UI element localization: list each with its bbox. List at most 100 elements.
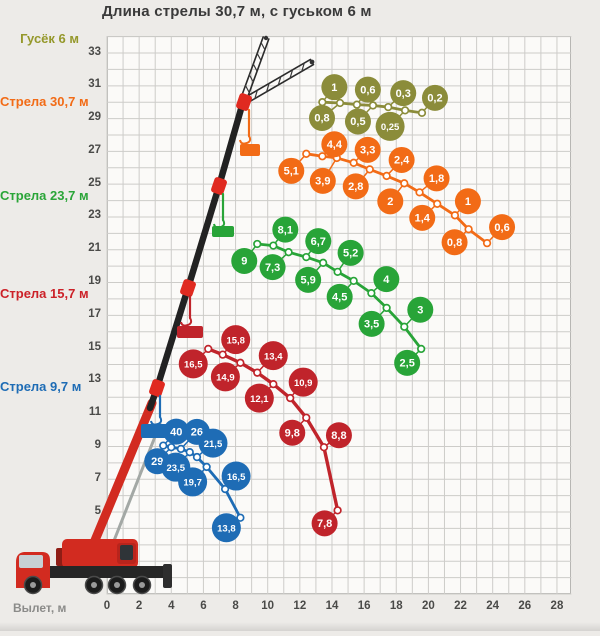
svg-text:29: 29 bbox=[151, 456, 163, 468]
capacity-badge: 9 bbox=[231, 247, 258, 274]
truck-illustration bbox=[16, 539, 172, 595]
boom-label: Стрела 23,7 м bbox=[0, 188, 89, 203]
svg-text:19,7: 19,7 bbox=[183, 478, 202, 489]
svg-text:5,9: 5,9 bbox=[300, 275, 315, 287]
y-tick-label: 7 bbox=[94, 471, 101, 484]
svg-text:12,1: 12,1 bbox=[250, 394, 269, 405]
svg-text:7,8: 7,8 bbox=[317, 518, 332, 530]
svg-text:0,5: 0,5 bbox=[350, 116, 365, 128]
capacity-badge: 13,4 bbox=[258, 341, 288, 371]
capacity-badge: 0,6 bbox=[489, 214, 516, 241]
series-curve-2: 9 8,1 7,3 6,7 5,9 5,2 4,5 4 3,5 3 2,5 bbox=[231, 216, 434, 376]
svg-text:0,25: 0,25 bbox=[381, 122, 400, 133]
capacity-badge: 16,5 bbox=[178, 349, 208, 379]
x-tick-label: 4 bbox=[168, 600, 175, 612]
capacity-badge: 5,1 bbox=[278, 157, 305, 184]
capacity-badge: 1 bbox=[321, 74, 348, 101]
svg-text:5,1: 5,1 bbox=[284, 166, 299, 178]
x-tick-label: 26 bbox=[518, 600, 532, 612]
capacity-badge: 2 bbox=[377, 188, 404, 215]
page-title: Длина стрелы 30,7 м, с гуськом 6 м bbox=[102, 3, 372, 20]
svg-text:15,8: 15,8 bbox=[226, 335, 245, 346]
boom-label: Стрела 9,7 м bbox=[0, 379, 82, 394]
boom-label: Стрела 30,7 м bbox=[0, 94, 89, 109]
capacity-badge: 4,5 bbox=[326, 283, 353, 310]
x-tick-label: 6 bbox=[200, 600, 207, 612]
y-tick-label: 11 bbox=[88, 406, 101, 419]
x-tick-label: 2 bbox=[135, 600, 143, 612]
svg-text:23,5: 23,5 bbox=[167, 463, 186, 474]
svg-text:16,5: 16,5 bbox=[227, 472, 246, 483]
capacity-badge: 19,7 bbox=[178, 467, 208, 497]
x-tick-label: 24 bbox=[486, 600, 500, 612]
svg-text:2: 2 bbox=[387, 196, 393, 208]
capacity-badge: 1 bbox=[454, 188, 481, 215]
boom-label: Гусёк 6 м bbox=[20, 31, 79, 46]
capacity-badge: 7,3 bbox=[259, 254, 286, 281]
capacity-badge: 0,25 bbox=[375, 111, 405, 141]
x-tick-label: 28 bbox=[550, 600, 564, 612]
capacity-badge: 4 bbox=[373, 266, 400, 293]
svg-text:6,7: 6,7 bbox=[311, 236, 326, 248]
y-tick-label: 9 bbox=[94, 438, 101, 451]
crane-illustration bbox=[16, 35, 315, 595]
svg-text:2,4: 2,4 bbox=[394, 155, 410, 167]
svg-text:4,4: 4,4 bbox=[327, 139, 343, 151]
capacity-badge: 0,2 bbox=[421, 84, 448, 111]
y-tick-label: 15 bbox=[88, 340, 101, 353]
capacity-badge: 3,5 bbox=[358, 310, 385, 337]
series-curve-4: 40 29 26 23,5 21,5 19,7 16,5 13,8 bbox=[144, 418, 251, 543]
svg-text:9: 9 bbox=[241, 256, 247, 268]
capacity-badge: 1,8 bbox=[423, 165, 450, 192]
x-axis-label: Вылет, м bbox=[13, 601, 67, 615]
svg-text:2,8: 2,8 bbox=[348, 181, 363, 193]
y-tick-label: 33 bbox=[88, 45, 101, 58]
capacity-badge: 8,1 bbox=[272, 216, 299, 243]
svg-text:16,5: 16,5 bbox=[184, 360, 203, 371]
y-tick-label: 21 bbox=[88, 242, 101, 255]
x-tick-label: 10 bbox=[261, 600, 275, 612]
svg-text:0,8: 0,8 bbox=[314, 113, 329, 125]
capacity-badge: 1,4 bbox=[409, 204, 436, 231]
svg-text:0,6: 0,6 bbox=[360, 84, 375, 96]
y-tick-label: 13 bbox=[88, 373, 101, 386]
capacity-badge: 3,3 bbox=[354, 136, 381, 163]
svg-text:0,3: 0,3 bbox=[396, 88, 411, 100]
series-curve-1: 5,1 4,4 3,9 3,3 2,8 2,4 2 1,8 1,4 1 0,8 0,6 bbox=[278, 131, 516, 256]
svg-text:3: 3 bbox=[417, 304, 423, 316]
y-tick-label: 31 bbox=[88, 78, 101, 91]
y-tick-label: 19 bbox=[88, 275, 101, 287]
capacity-badge: 15,8 bbox=[221, 325, 251, 355]
svg-text:1,8: 1,8 bbox=[429, 173, 444, 185]
svg-text:10,9: 10,9 bbox=[294, 378, 313, 389]
capacity-badge: 2,4 bbox=[388, 146, 415, 173]
capacity-badge: 4,4 bbox=[321, 131, 348, 158]
svg-text:1,4: 1,4 bbox=[415, 213, 431, 225]
x-tick-label: 18 bbox=[389, 600, 403, 612]
capacity-badge: 3 bbox=[407, 296, 434, 323]
capacity-badge: 0,5 bbox=[344, 108, 371, 135]
page-bottom-shadow bbox=[0, 622, 600, 631]
y-tick-label: 23 bbox=[88, 209, 101, 222]
boom-label: Стрела 15,7 м bbox=[0, 286, 89, 301]
capacity-badge: 40 bbox=[163, 418, 190, 445]
x-tick-label: 22 bbox=[454, 600, 467, 612]
svg-text:0,8: 0,8 bbox=[447, 237, 462, 249]
y-tick-label: 27 bbox=[88, 143, 101, 156]
y-tick-label: 5 bbox=[94, 504, 101, 517]
svg-text:2,5: 2,5 bbox=[400, 358, 415, 370]
x-tick-label: 12 bbox=[293, 600, 307, 612]
y-tick-label: 29 bbox=[88, 111, 101, 124]
svg-text:4,5: 4,5 bbox=[332, 292, 347, 304]
svg-text:1: 1 bbox=[331, 82, 337, 94]
capacity-badge: 6,7 bbox=[305, 228, 332, 255]
series-curve-0: 1 0,8 0,6 0,5 0,3 0,25 0,2 bbox=[309, 74, 448, 141]
svg-text:7,3: 7,3 bbox=[265, 262, 280, 274]
capacity-badge: 10,9 bbox=[288, 367, 318, 397]
capacity-badge: 8,8 bbox=[325, 422, 352, 449]
svg-text:40: 40 bbox=[170, 426, 182, 438]
capacity-badge: 12,1 bbox=[244, 383, 274, 413]
capacity-badge: 2,5 bbox=[394, 349, 421, 376]
